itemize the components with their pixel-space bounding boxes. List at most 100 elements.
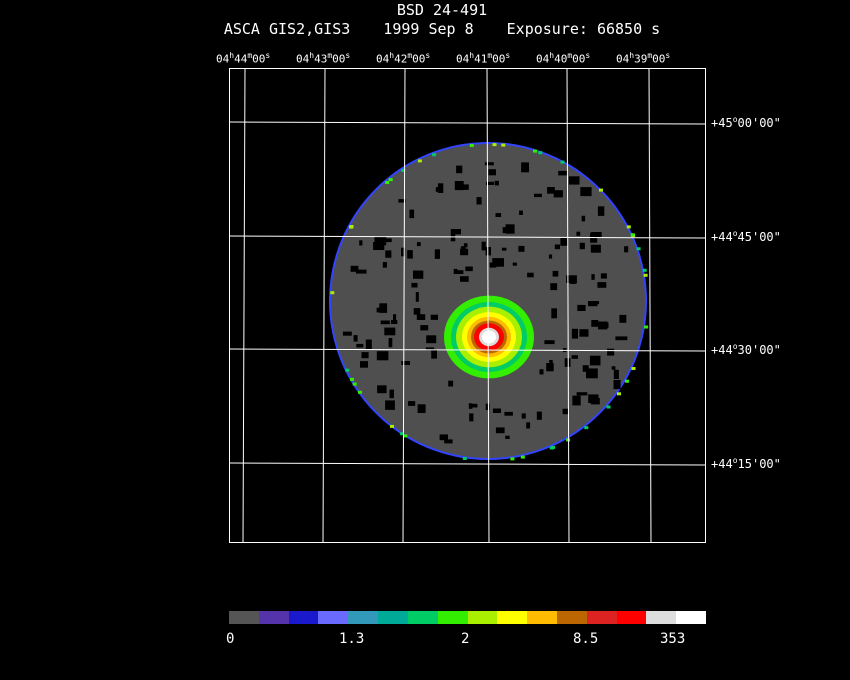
- noise-pixel: [380, 320, 390, 325]
- noise-pixel: [582, 365, 589, 372]
- edge-pixel: [417, 159, 422, 163]
- colorbar-swatch: [348, 611, 379, 624]
- noise-pixel: [377, 385, 387, 394]
- noise-pixel: [426, 335, 437, 344]
- noise-pixel: [581, 215, 586, 222]
- noise-pixel: [615, 336, 628, 341]
- noise-pixel: [456, 270, 464, 274]
- noise-pixel: [549, 360, 553, 365]
- noise-pixel: [526, 422, 531, 429]
- source-contour: [482, 330, 496, 344]
- colorbar-swatch: [497, 611, 528, 624]
- edge-pixel: [538, 151, 543, 155]
- noise-pixel: [495, 213, 502, 217]
- noise-pixel: [553, 190, 563, 198]
- edge-pixel: [399, 432, 404, 436]
- noise-pixel: [389, 389, 394, 399]
- noise-pixel: [435, 187, 439, 192]
- edge-pixel: [385, 181, 390, 184]
- edge-pixel: [330, 291, 335, 295]
- noise-pixel: [373, 242, 385, 250]
- edge-pixel: [388, 178, 393, 182]
- noise-pixel: [456, 165, 463, 174]
- edge-pixel: [345, 368, 350, 372]
- edge-pixel: [520, 455, 525, 459]
- noise-pixel: [505, 435, 510, 439]
- noise-pixel: [356, 343, 364, 348]
- noise-pixel: [558, 170, 568, 176]
- noise-pixel: [401, 247, 406, 257]
- noise-pixel: [485, 403, 490, 411]
- noise-pixel: [430, 314, 438, 320]
- colorbar-swatch: [467, 611, 498, 624]
- noise-pixel: [550, 283, 558, 291]
- noise-pixel: [413, 270, 424, 279]
- noise-pixel: [417, 404, 426, 413]
- noise-pixel: [448, 380, 454, 387]
- colorbar-swatch: [586, 611, 617, 624]
- noise-pixel: [453, 268, 458, 274]
- colorbar-swatch: [646, 611, 677, 624]
- noise-pixel: [434, 249, 440, 259]
- edge-pixel: [492, 143, 497, 147]
- colorbar-swatch: [676, 611, 706, 624]
- noise-pixel: [571, 355, 578, 359]
- noise-pixel: [492, 258, 504, 267]
- noise-pixel: [571, 328, 578, 339]
- ra-grid-line: [566, 68, 570, 543]
- dec-grid-line: [229, 348, 706, 352]
- noise-pixel: [512, 262, 517, 266]
- exposure-label: Exposure: 66850 s: [506, 20, 661, 38]
- noise-pixel: [353, 335, 358, 342]
- noise-pixel: [546, 363, 554, 372]
- ra-tick-label: 04h43m00s: [296, 51, 351, 66]
- noise-pixel: [576, 231, 581, 236]
- edge-pixel: [403, 434, 408, 438]
- noise-pixel: [551, 308, 557, 319]
- edge-pixel: [636, 247, 641, 251]
- noise-pixel: [384, 238, 392, 243]
- noise-pixel: [476, 197, 482, 205]
- noise-pixel: [407, 250, 413, 259]
- noise-pixel: [393, 314, 397, 323]
- noise-pixel: [564, 358, 571, 367]
- noise-pixel: [619, 314, 627, 323]
- dec-tick-label: +44o45'00": [711, 229, 781, 244]
- noise-pixel: [536, 411, 542, 420]
- observation-info: ASCA GIS2,GIS3 1999 Sep 8 Exposure: 6685…: [17, 20, 850, 38]
- edge-pixel: [501, 143, 506, 147]
- edge-pixel: [643, 273, 648, 277]
- edge-pixel: [606, 405, 611, 409]
- noise-pixel: [361, 352, 369, 359]
- noise-pixel: [566, 275, 577, 283]
- noise-pixel: [579, 242, 585, 250]
- noise-pixel: [431, 349, 437, 359]
- noise-pixel: [576, 392, 588, 396]
- noise-pixel: [504, 411, 513, 416]
- noise-pixel: [468, 403, 473, 409]
- noise-pixel: [342, 331, 352, 336]
- noise-pixel: [401, 361, 410, 365]
- noise-pixel: [376, 351, 389, 361]
- dec-grid-line: [229, 121, 706, 125]
- noise-pixel: [579, 329, 589, 337]
- noise-pixel: [488, 169, 496, 176]
- noise-pixel: [376, 307, 381, 313]
- colorbar-swatch: [258, 611, 289, 624]
- noise-pixel: [607, 348, 615, 356]
- edge-pixel: [642, 268, 647, 272]
- noise-pixel: [586, 368, 598, 379]
- edge-pixel: [630, 233, 635, 237]
- ra-grid-line: [242, 68, 246, 543]
- noise-pixel: [384, 327, 396, 336]
- noise-pixel: [444, 439, 453, 444]
- noise-pixel: [484, 162, 494, 166]
- noise-pixel: [521, 162, 529, 173]
- noise-pixel: [527, 272, 534, 278]
- edge-pixel: [510, 457, 515, 461]
- dec-grid-line: [229, 462, 706, 466]
- noise-pixel: [547, 187, 555, 194]
- noise-pixel: [495, 427, 505, 434]
- dec-tick-label: +45o00'00": [711, 115, 781, 130]
- noise-pixel: [350, 265, 359, 272]
